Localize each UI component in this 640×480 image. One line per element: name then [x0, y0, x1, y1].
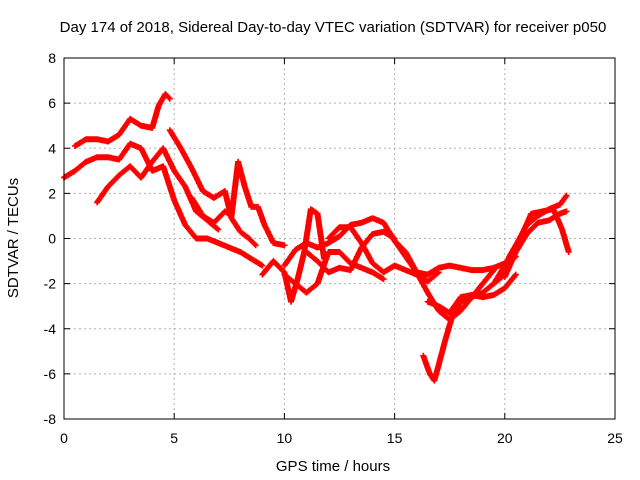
y-tick-label: 0: [48, 231, 56, 247]
series-track-6: [259, 206, 328, 305]
point-markers: [303, 228, 398, 276]
y-axis-label: SDTVAR / TECUs: [5, 178, 22, 298]
x-axis-label: GPS time / hours: [276, 458, 390, 475]
y-tick-label: -2: [44, 276, 57, 292]
x-tick-label: 15: [387, 430, 403, 446]
y-tick-label: 4: [48, 140, 56, 156]
data-points: [61, 91, 572, 384]
point-markers: [166, 127, 259, 249]
series-track-10: [281, 249, 387, 296]
y-tick-label: 8: [48, 50, 56, 66]
series-track-2: [72, 91, 173, 149]
y-tick-label: -8: [44, 411, 57, 427]
series-track-13: [420, 271, 508, 384]
series-track-15: [490, 192, 570, 287]
x-tick-label: 20: [497, 430, 513, 446]
series-track-17: [506, 206, 572, 260]
point-markers: [259, 206, 328, 305]
point-markers: [281, 249, 387, 296]
point-markers: [188, 158, 288, 249]
point-markers: [325, 224, 442, 285]
series-track-14: [424, 271, 519, 316]
series-track-5: [188, 158, 288, 249]
point-markers: [420, 271, 508, 384]
chart-title: Day 174 of 2018, Sidereal Day-to-day VTE…: [60, 19, 607, 36]
x-tick-label: 25: [607, 430, 623, 446]
series-track-9: [325, 224, 442, 285]
x-tick-label: 5: [170, 430, 178, 446]
x-tick-label: 0: [60, 430, 68, 446]
y-tick-label: -4: [44, 321, 57, 337]
y-tick-label: 6: [48, 95, 56, 111]
series-track-8: [303, 228, 398, 276]
point-markers: [490, 192, 570, 287]
series-track-4: [166, 127, 259, 249]
y-tick-label: 2: [48, 185, 56, 201]
y-tick-label: -6: [44, 366, 57, 382]
x-tick-label: 10: [277, 430, 293, 446]
point-markers: [424, 271, 519, 316]
point-markers: [506, 206, 572, 260]
y-axis-ticks: -8 -6 -4 -2 0 2 4 6 8: [44, 50, 615, 427]
x-axis-ticks: 0 5 10 15 20 25: [60, 58, 623, 446]
point-markers: [72, 91, 173, 149]
